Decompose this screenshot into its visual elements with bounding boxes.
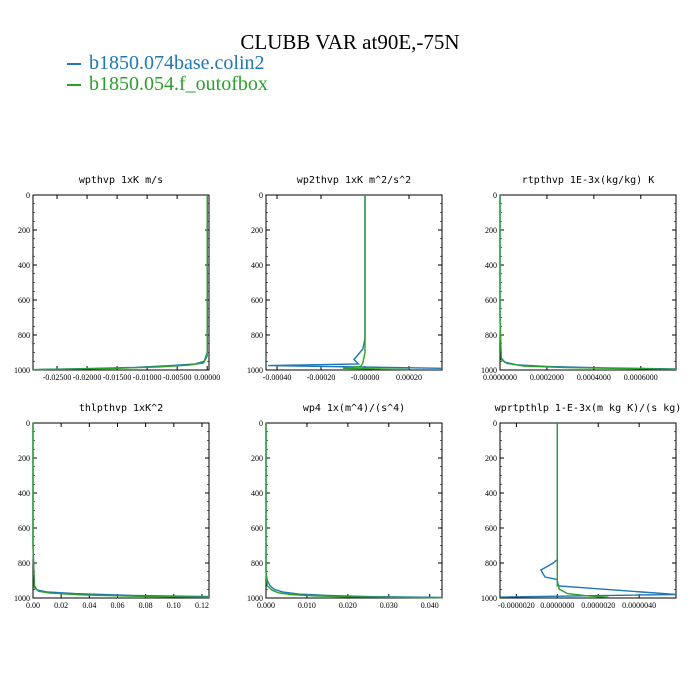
y-tick-label: 0	[259, 419, 263, 428]
y-tick-label: 400	[251, 489, 263, 498]
x-tick-label: -0.02500	[43, 373, 72, 382]
y-tick-label: 200	[18, 454, 30, 463]
panel-title: wp4 1x(m^4)/(s^4)	[303, 403, 405, 414]
panel-title: wpthvp 1xK m/s	[79, 175, 163, 186]
x-tick-label: 0.040	[421, 601, 439, 610]
y-tick-label: 0	[259, 191, 263, 200]
y-tick-label: 0	[493, 191, 497, 200]
chart-title: CLUBB VAR at90E,-75N	[240, 30, 460, 54]
legend-entry-1: b1850.074base.colin2	[67, 52, 265, 74]
panel-frame	[499, 422, 677, 599]
panel-title: rtpthvp 1E-3x(kg/kg) K	[522, 175, 654, 186]
x-tick-label: 0.000	[257, 601, 275, 610]
y-tick-label: 600	[485, 524, 497, 533]
y-tick-label: 200	[251, 226, 263, 235]
series-line-1	[499, 423, 677, 598]
legend-swatch-1	[67, 63, 81, 66]
legend-label-2: b1850.054.f_outofbox	[89, 73, 268, 95]
x-tick-label: -0.00040	[263, 373, 292, 382]
y-tick-label: 200	[485, 226, 497, 235]
y-tick-label: 200	[485, 454, 497, 463]
y-tick-label: 800	[18, 331, 30, 340]
y-tick-label: 800	[485, 559, 497, 568]
series-line-1	[38, 195, 208, 371]
y-tick-label: 400	[18, 489, 30, 498]
panel-frame	[265, 422, 443, 599]
x-tick-label: 0.10	[167, 601, 181, 610]
y-tick-label: 400	[18, 261, 30, 270]
x-tick-label: 0.06	[110, 601, 124, 610]
x-tick-label: 0.00020	[396, 373, 422, 382]
series-line-2	[265, 423, 443, 599]
x-tick-label: 0.0000000	[540, 601, 574, 610]
x-tick-label: 0.0000040	[622, 601, 656, 610]
y-tick-label: 1000	[481, 366, 497, 375]
x-tick-label: -0.00500	[163, 373, 192, 382]
panel-title: wprtpthlp 1-E-3x(m kg K)/(s kg)	[495, 403, 682, 414]
series-line-2	[342, 195, 410, 371]
y-tick-label: 800	[251, 331, 263, 340]
series-line-1	[265, 423, 443, 599]
x-tick-label: -0.00000	[351, 373, 380, 382]
y-tick-label: 800	[485, 331, 497, 340]
y-tick-label: 1000	[14, 366, 30, 375]
x-tick-label: -0.0000020	[498, 601, 535, 610]
y-tick-label: 200	[251, 454, 263, 463]
x-tick-label: 0.010	[298, 601, 316, 610]
series-line-2	[32, 195, 208, 371]
x-tick-label: 0.00000	[194, 373, 220, 382]
legend-entry-2: b1850.054.f_outofbox	[67, 73, 268, 95]
x-tick-label: 0.0004000	[577, 373, 611, 382]
panel-frame	[265, 194, 443, 371]
panel-title: thlpthvp 1xK^2	[79, 403, 163, 414]
x-tick-label: -0.01500	[103, 373, 132, 382]
x-tick-label: 0.020	[339, 601, 357, 610]
x-tick-label: -0.02000	[73, 373, 102, 382]
x-tick-label: 0.030	[380, 601, 398, 610]
panel-frame	[32, 422, 210, 599]
legend-label-1: b1850.074base.colin2	[89, 52, 265, 74]
y-tick-label: 1000	[247, 594, 263, 603]
y-tick-label: 800	[18, 559, 30, 568]
y-tick-label: 600	[251, 296, 263, 305]
panel-frame	[32, 194, 210, 371]
y-tick-label: 600	[18, 524, 30, 533]
x-tick-label: 0.0002000	[530, 373, 564, 382]
y-tick-label: 400	[485, 261, 497, 270]
series-line-2	[32, 423, 210, 598]
y-tick-label: 1000	[247, 366, 263, 375]
x-tick-label: -0.00020	[307, 373, 336, 382]
y-tick-label: 600	[485, 296, 497, 305]
y-tick-label: 0	[26, 419, 30, 428]
y-tick-label: 600	[18, 296, 30, 305]
x-tick-label: 0.04	[82, 601, 96, 610]
y-tick-label: 400	[485, 489, 497, 498]
y-tick-label: 0	[26, 191, 30, 200]
y-tick-label: 800	[251, 559, 263, 568]
series-line-2	[556, 423, 609, 598]
series-line-1	[268, 195, 443, 369]
x-tick-label: 0.02	[54, 601, 68, 610]
panel-frame	[499, 194, 677, 371]
x-tick-label: 0.0000000	[483, 373, 517, 382]
series-line-1	[499, 195, 677, 370]
series-line-1	[32, 423, 210, 598]
y-tick-label: 1000	[14, 594, 30, 603]
legend-swatch-2	[67, 84, 81, 87]
x-tick-label: 0.12	[195, 601, 209, 610]
x-tick-label: 0.00	[26, 601, 40, 610]
y-tick-label: 400	[251, 261, 263, 270]
x-tick-label: 0.0000020	[581, 601, 615, 610]
x-tick-label: 0.08	[139, 601, 153, 610]
series-line-2	[499, 195, 677, 370]
y-tick-label: 600	[251, 524, 263, 533]
x-tick-label: -0.01000	[133, 373, 162, 382]
panel-title: wp2thvp 1xK m^2/s^2	[297, 175, 411, 186]
y-tick-label: 200	[18, 226, 30, 235]
y-tick-label: 0	[493, 419, 497, 428]
x-tick-label: 0.0006000	[624, 373, 658, 382]
y-tick-label: 1000	[481, 594, 497, 603]
